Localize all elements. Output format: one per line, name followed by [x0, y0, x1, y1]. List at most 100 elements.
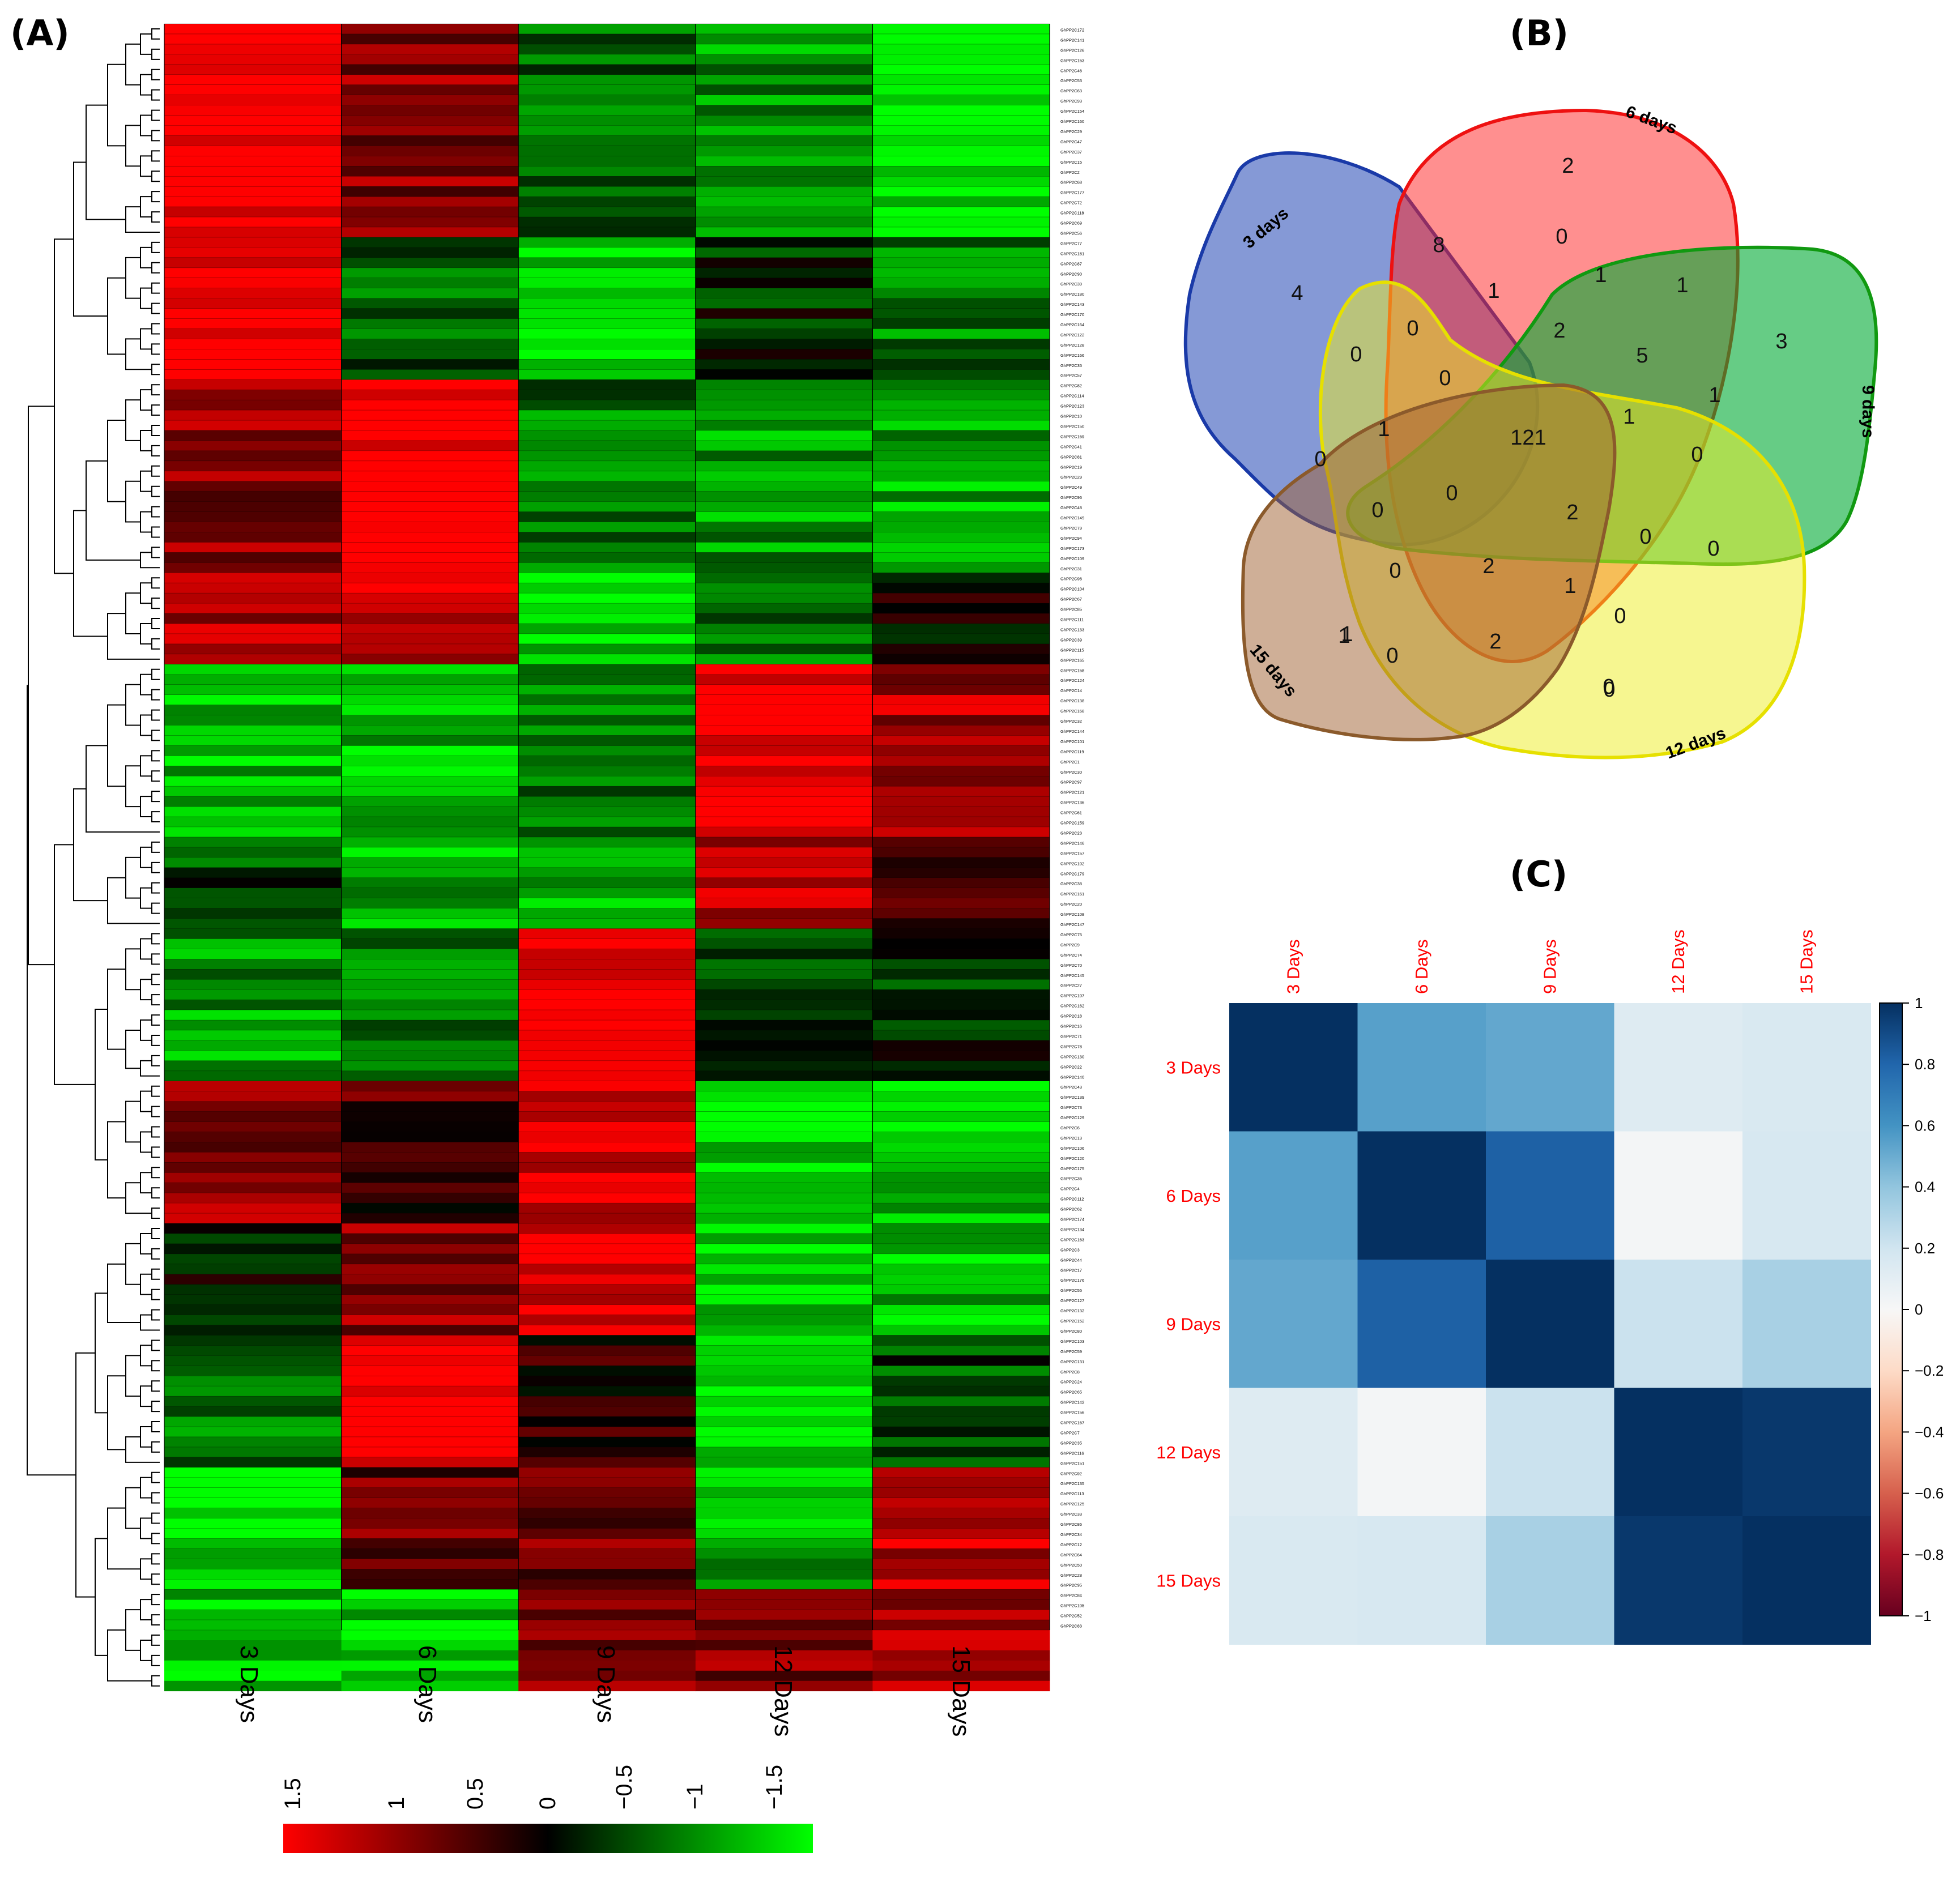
heatmap-cell: [341, 1274, 519, 1285]
heatmap-cell: [872, 1183, 1050, 1193]
heatmap-cell: [872, 837, 1050, 848]
heatmap-cell: [341, 1203, 519, 1214]
heatmap-cell: [872, 1233, 1050, 1244]
heatmap-cell: [164, 359, 342, 370]
heatmap-cell: [518, 379, 696, 390]
heatmap-cell: [518, 1020, 696, 1031]
heatmap-cell: [518, 400, 696, 411]
heatmap-cell: [164, 888, 342, 899]
heatmap-cell: [872, 1142, 1050, 1153]
heatmap-cell: [872, 217, 1050, 228]
heatmap-cell: [695, 156, 873, 167]
heatmap-cell: [164, 674, 342, 685]
heatmap-cell: [164, 694, 342, 706]
heatmap-cell: [695, 24, 873, 35]
heatmap-cell: [872, 593, 1050, 604]
venn-count: 1: [1338, 624, 1350, 648]
heatmap-cell: [164, 1315, 342, 1325]
heatmap-cell: [695, 1436, 873, 1448]
heatmap-cell: [518, 33, 696, 45]
heatmap-cell: [518, 1427, 696, 1437]
heatmap-cell: [695, 1101, 873, 1112]
gene-label: GhPP2C53: [1060, 78, 1082, 83]
heatmap-cell: [695, 624, 873, 634]
heatmap-cell: [341, 95, 519, 105]
heatmap-cell: [341, 684, 519, 696]
heatmap-cell: [164, 64, 342, 75]
venn-count: 1: [1676, 274, 1688, 297]
heatmap-cell: [518, 684, 696, 696]
heatmap-cell: [341, 267, 519, 279]
colorbar-tick-label: 0.6: [1915, 1117, 1935, 1134]
heatmap-cell: [164, 349, 342, 360]
heatmap-cell: [518, 288, 696, 299]
gene-label: GhPP2C180: [1060, 292, 1084, 297]
heatmap-cell: [872, 867, 1050, 878]
heatmap-cell: [695, 898, 873, 908]
heatmap-cell: [164, 796, 342, 807]
gene-label: GhPP2C150: [1060, 424, 1084, 429]
gene-label: GhPP2C65: [1060, 1390, 1082, 1395]
venn-count: 0: [1446, 481, 1458, 505]
heatmap-cell: [518, 511, 696, 522]
venn-count: 0: [1439, 366, 1451, 390]
heatmap-cell: [872, 979, 1050, 990]
heatmap-cell: [872, 146, 1050, 156]
heatmap-cell: [872, 501, 1050, 512]
heatmap-cell: [341, 562, 519, 573]
gene-label: GhPP2C68: [1060, 180, 1082, 185]
heatmap-cell: [164, 308, 342, 319]
heatmap-cell: [341, 552, 519, 563]
heatmap-cell: [164, 857, 342, 868]
heatmap-cell: [695, 1070, 873, 1082]
col-label-3-days: 3 Days: [235, 1645, 263, 1723]
gene-label: GhPP2C170: [1060, 312, 1084, 317]
heatmap-cell: [695, 857, 873, 868]
heatmap-cell: [695, 481, 873, 492]
heatmap-cell: [872, 1508, 1050, 1518]
venn-count: 1: [1488, 279, 1499, 303]
heatmap-cell: [872, 1243, 1050, 1255]
gene-label: GhPP2C12: [1060, 1542, 1082, 1547]
heatmap-cell: [341, 593, 519, 604]
heatmap-cell: [164, 339, 342, 349]
gene-label: GhPP2C111: [1060, 617, 1084, 622]
gene-label: GhPP2C3: [1060, 1247, 1080, 1252]
heatmap-cell: [872, 1000, 1050, 1010]
heatmap-cell: [164, 1111, 342, 1122]
heatmap-cell: [695, 1487, 873, 1499]
gene-label: GhPP2C135: [1060, 1481, 1084, 1486]
heatmap-cell: [872, 827, 1050, 838]
gene-label: GhPP2C63: [1060, 88, 1082, 93]
gene-label: GhPP2C172: [1060, 27, 1084, 32]
heatmap-cell: [872, 1284, 1050, 1295]
heatmap-cell: [695, 440, 873, 451]
heatmap-cell: [872, 1396, 1050, 1407]
gene-label: GhPP2C7: [1060, 1430, 1080, 1435]
heatmap-cell: [518, 1193, 696, 1204]
heatmap-cell: [695, 1183, 873, 1193]
heatmap-cell: [164, 166, 342, 177]
heatmap-cell: [872, 1589, 1050, 1600]
heatmap-cell: [164, 379, 342, 390]
gene-label: GhPP2C146: [1060, 840, 1084, 846]
heatmap-cell: [518, 1081, 696, 1092]
heatmap-cell: [341, 1050, 519, 1061]
heatmap-cell: [695, 1548, 873, 1559]
col-label-6-days: 6 Days: [414, 1645, 441, 1723]
heatmap-cell: [518, 491, 696, 502]
heatmap-cell: [872, 1172, 1050, 1183]
gene-label: GhPP2C94: [1060, 536, 1082, 541]
gene-label: GhPP2C175: [1060, 1166, 1084, 1171]
correlation-row-labels: 3 Days 6 Days 9 Days 12 Days 15 Days: [1156, 1057, 1221, 1590]
heatmap-cell: [518, 766, 696, 776]
heatmap-cell: [872, 1121, 1050, 1132]
heatmap-cell: [695, 1640, 873, 1651]
gene-label: GhPP2C143: [1060, 302, 1084, 307]
gene-label: GhPP2C149: [1060, 515, 1084, 520]
heatmap-cell: [341, 1457, 519, 1468]
heatmap-cell: [518, 1172, 696, 1183]
heatmap-cell: [164, 1457, 342, 1468]
heatmap-cell: [164, 257, 342, 268]
